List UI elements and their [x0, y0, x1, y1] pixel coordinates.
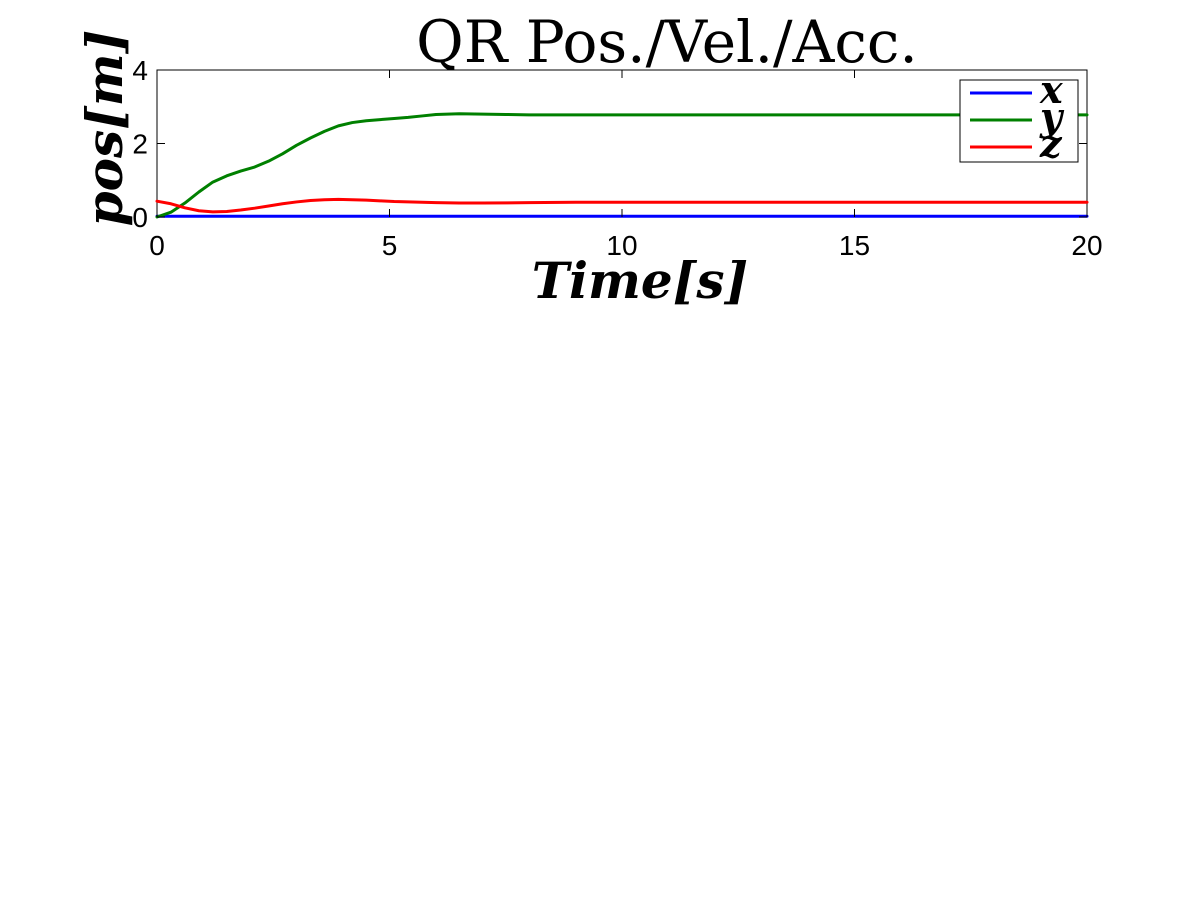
series-line-z	[155, 197, 1089, 214]
series-line-y	[155, 112, 1089, 219]
tick-layer: 0 5 10 15 20 0 2 4	[132, 55, 1102, 261]
x-tick-label: 0	[149, 230, 165, 261]
x-tick-label: 20	[1071, 230, 1102, 261]
plot-area	[156, 69, 1088, 218]
legend: xyz	[959, 67, 1079, 166]
x-tick-label: 5	[382, 230, 398, 261]
chart-title: QR Pos./Vel./Acc.	[416, 8, 918, 76]
legend-label-x: x	[1039, 67, 1064, 112]
legend-label-y: y	[1039, 94, 1065, 139]
y-axis-label: pos[m]	[75, 30, 134, 227]
y-tick-label: 4	[132, 55, 148, 86]
x-axis-label: Time[s]	[532, 251, 748, 310]
x-tick-label: 10	[606, 230, 637, 261]
y-tick-label: 0	[132, 202, 148, 233]
legend-label-z: z	[1039, 121, 1063, 166]
x-tick-label: 15	[839, 230, 870, 261]
y-tick-label: 2	[132, 129, 148, 160]
